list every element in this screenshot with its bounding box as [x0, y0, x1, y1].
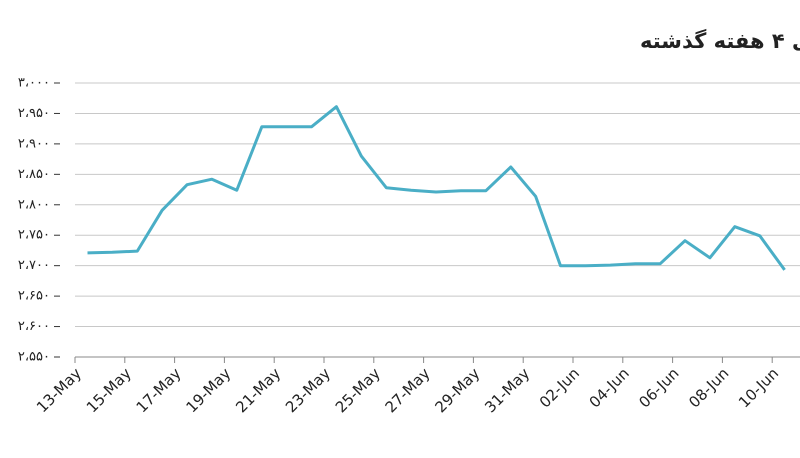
x-tick-label: 02-Jun — [536, 364, 583, 411]
y-tick-label: ۲،۹۰۰ — [18, 136, 50, 151]
x-tick-label: 19-May — [182, 364, 234, 416]
x-tick-label: 04-Jun — [586, 364, 633, 411]
y-tick-label: ۲،۷۵۰ — [18, 228, 50, 243]
x-tick-label: 31-May — [481, 364, 533, 416]
y-tick-label: ۲،۸۰۰ — [18, 197, 50, 212]
x-tick-label: 17-May — [133, 364, 185, 416]
chart-title: قیمت نقدی آلومینیوم در بورس فلزات لندن ط… — [640, 28, 800, 53]
series-line — [87, 105, 786, 271]
x-tick-label: 27-May — [382, 364, 434, 416]
y-tick-label: ۲،۸۵۰ — [18, 167, 50, 182]
x-tick-label: 13-May — [33, 364, 85, 416]
x-tick-label: 23-May — [282, 364, 334, 416]
x-tick-label: 15-May — [83, 364, 135, 416]
x-tick-label: 10-Jun — [735, 364, 782, 411]
x-tick-label: 21-May — [232, 364, 284, 416]
x-tick-label: 08-Jun — [685, 364, 732, 411]
x-tick-label: 29-May — [431, 364, 483, 416]
y-tick-label: ۲،۵۵۰ — [18, 350, 50, 365]
y-tick-label: ۳،۰۰۰ — [18, 76, 50, 91]
y-tick-label: ۲،۶۰۰ — [18, 319, 50, 334]
y-tick-label: ۲،۹۵۰ — [18, 106, 50, 121]
y-tick-label: ۲،۷۰۰ — [18, 258, 50, 273]
y-tick-label: ۲،۶۵۰ — [18, 289, 50, 304]
x-tick-label: 25-May — [332, 364, 384, 416]
x-tick-label: 06-Jun — [635, 364, 682, 411]
